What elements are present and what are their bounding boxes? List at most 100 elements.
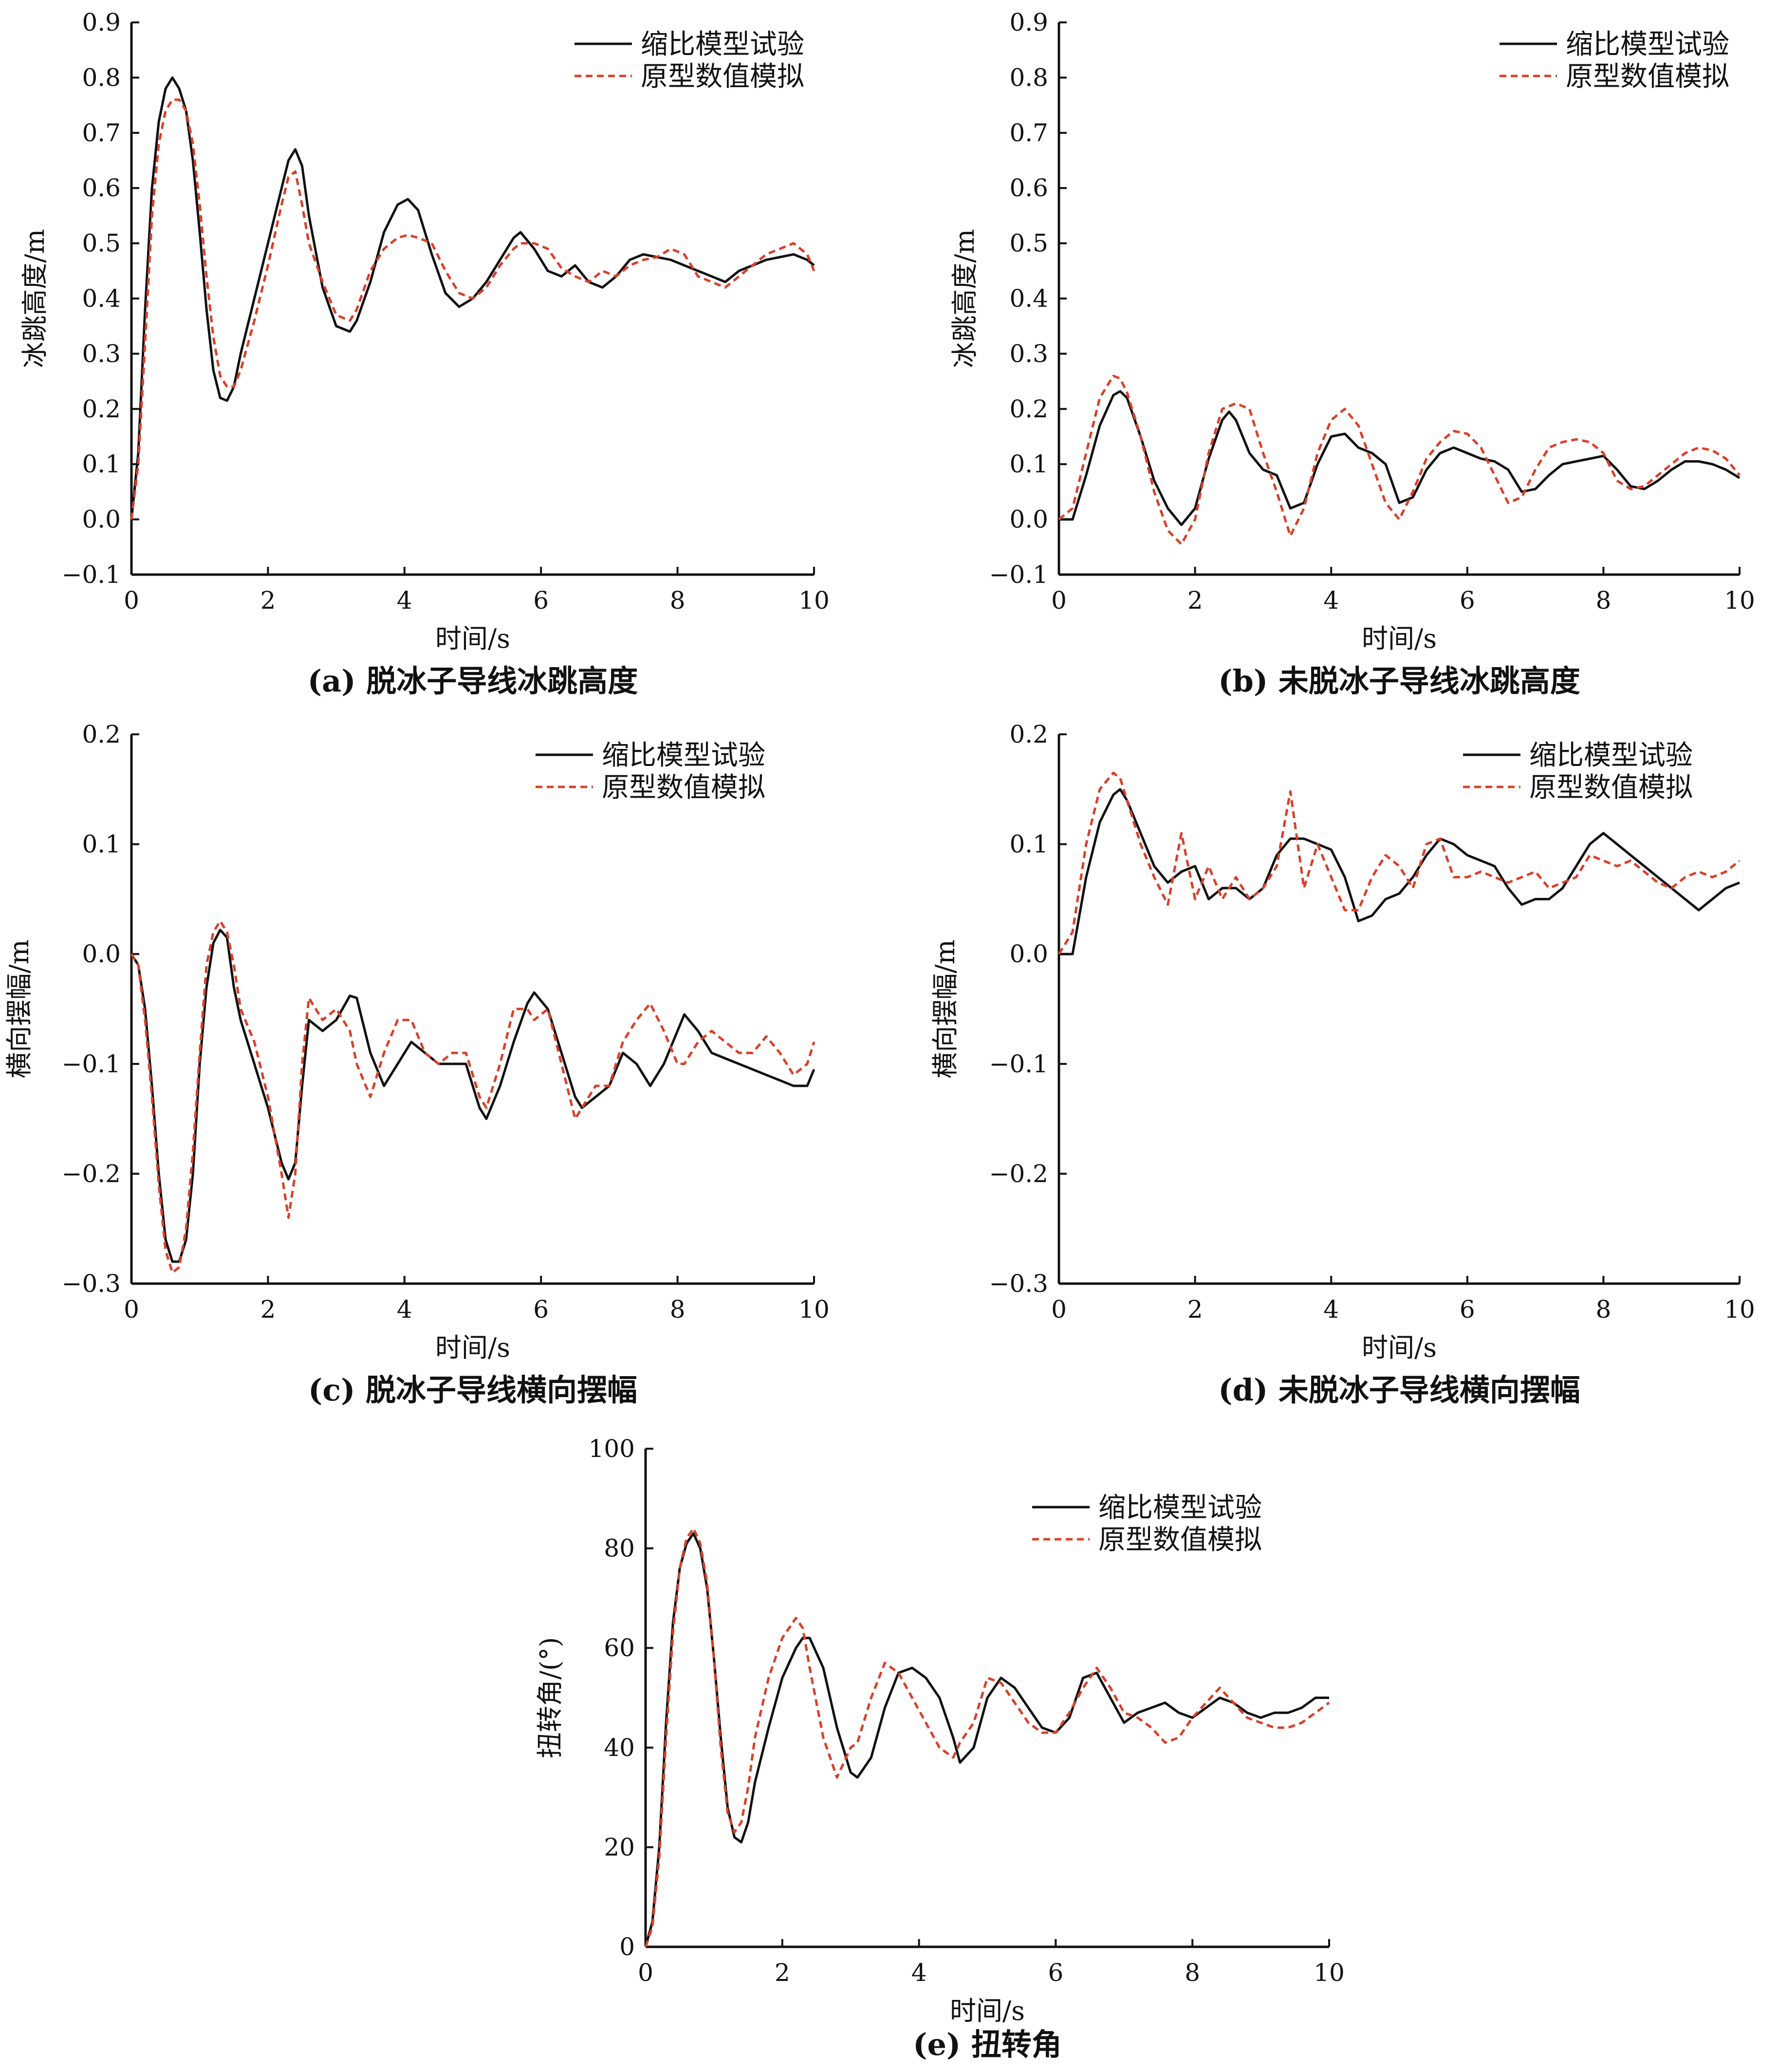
x-tick-label: 10 — [798, 586, 830, 615]
y-tick-label: 60 — [604, 1634, 635, 1662]
x-tick-label: 4 — [911, 1959, 927, 1987]
y-tick-label: 40 — [604, 1734, 635, 1762]
series-line-experiment — [130, 76, 815, 520]
y-tick-label: 0 — [619, 1933, 635, 1961]
x-tick-label: 4 — [1323, 1295, 1339, 1324]
y-tick-label: 0.0 — [82, 505, 121, 534]
x-tick-label: 4 — [397, 586, 412, 615]
y-tick-label: 0.0 — [82, 940, 121, 968]
y-tick-label: 80 — [604, 1534, 635, 1563]
legend-label: 缩比模型试验 — [1529, 740, 1693, 771]
y-tick-label: −0.2 — [62, 1159, 121, 1188]
x-tick-label: 6 — [1048, 1959, 1063, 1987]
y-axis-label: 冰跳高度/m — [949, 229, 980, 368]
chart-panel-d: −0.3 −0.2 −0.1 0.0 0.1 0.2 0 2 4 6 8 10 时间/s 横向摆幅/m (d… — [930, 720, 1755, 1408]
x-tick-label: 10 — [1314, 1959, 1345, 1987]
y-tick-label: 100 — [589, 1435, 635, 1463]
y-tick-label: 0.7 — [1009, 119, 1048, 147]
y-tick-label: 0.1 — [82, 450, 121, 478]
x-tick-label: 10 — [1724, 1295, 1755, 1324]
y-tick-label: −0.1 — [62, 560, 121, 589]
y-tick-label: 0.6 — [1009, 174, 1048, 202]
y-tick-label: 0.5 — [82, 229, 121, 258]
x-tick-label: 6 — [533, 586, 549, 615]
series-line-simulation — [644, 1527, 1330, 1947]
y-axis-label: 横向摆幅/m — [4, 939, 35, 1078]
chart-panel-a: −0.1 0.0 0.1 0.2 0.3 0.4 0.5 0.6 0.7 0.8 0.9 0 2 4 6 8 1… — [19, 8, 830, 699]
x-tick-label: 2 — [775, 1959, 790, 1987]
legend-label: 缩比模型试验 — [1098, 1492, 1262, 1524]
legend-label: 原型数值模拟 — [1529, 772, 1693, 803]
y-tick-label: 0.9 — [82, 8, 121, 37]
series-line-experiment — [130, 929, 815, 1263]
legend-label: 缩比模型试验 — [1566, 29, 1729, 60]
y-tick-label: −0.1 — [989, 560, 1048, 589]
y-tick-label: 0.4 — [82, 284, 121, 313]
x-axis-label: 时间/s — [435, 1332, 510, 1363]
x-tick-label: 8 — [1185, 1959, 1200, 1987]
x-tick-label: 6 — [533, 1295, 549, 1324]
x-axis-label: 时间/s — [1362, 1332, 1437, 1363]
x-tick-label: 2 — [260, 1295, 276, 1324]
y-tick-label: −0.2 — [989, 1159, 1048, 1188]
chart-panel-b: −0.1 0.0 0.1 0.2 0.3 0.4 0.5 0.6 0.7 0.8 0.9 0 2 4 6 8 1… — [949, 8, 1755, 699]
x-tick-label: 8 — [670, 1295, 686, 1324]
x-tick-label: 10 — [798, 1295, 830, 1324]
y-tick-label: 0.0 — [1009, 505, 1048, 534]
y-tick-label: 0.2 — [82, 395, 121, 423]
y-tick-label: 0.9 — [1009, 8, 1048, 37]
x-tick-label: 0 — [124, 1295, 139, 1324]
chart-caption: (a) 脱冰子导线冰跳高度 — [308, 663, 638, 699]
legend-label: 原型数值模拟 — [602, 772, 765, 803]
x-tick-label: 6 — [1460, 586, 1475, 615]
y-axis-label: 扭转角/(°) — [535, 1637, 565, 1758]
x-axis-label: 时间/s — [950, 1996, 1025, 2026]
chart-caption: (b) 未脱冰子导线冰跳高度 — [1218, 663, 1580, 699]
y-tick-label: −0.1 — [62, 1050, 121, 1078]
x-tick-label: 8 — [670, 586, 686, 615]
x-tick-label: 8 — [1595, 586, 1611, 615]
series-line-experiment — [644, 1532, 1329, 1947]
y-tick-label: −0.3 — [62, 1269, 121, 1298]
chart-panel-c: −0.3 −0.2 −0.1 0.0 0.1 0.2 0 2 4 6 8 10 时间/s 横向摆幅/m (c… — [4, 720, 830, 1408]
x-tick-label: 0 — [638, 1959, 653, 1987]
x-tick-label: 2 — [260, 586, 276, 615]
legend-label: 缩比模型试验 — [602, 740, 765, 771]
y-tick-label: 0.7 — [82, 119, 121, 147]
y-tick-label: 0.8 — [1009, 63, 1048, 92]
series-line-experiment — [1059, 390, 1741, 526]
legend-label: 原型数值模拟 — [641, 61, 804, 93]
x-tick-label: 4 — [1323, 586, 1339, 615]
y-tick-label: 0.3 — [82, 339, 121, 368]
x-tick-label: 10 — [1724, 586, 1755, 615]
y-axis-label: 冰跳高度/m — [19, 229, 50, 368]
x-tick-label: 2 — [1187, 1295, 1203, 1324]
y-tick-label: 0.5 — [1009, 229, 1048, 258]
y-tick-label: 0.1 — [1009, 450, 1048, 478]
x-tick-label: 0 — [124, 586, 139, 615]
chart-caption: (c) 脱冰子导线横向摆幅 — [308, 1372, 637, 1408]
x-tick-label: 4 — [397, 1295, 412, 1324]
y-tick-label: 0.2 — [1009, 720, 1048, 748]
y-axis-label: 横向摆幅/m — [930, 939, 961, 1078]
legend-label: 原型数值模拟 — [1098, 1524, 1262, 1556]
chart-caption: (e) 扭转角 — [913, 2027, 1062, 2062]
series-line-simulation — [1058, 374, 1741, 546]
legend-label: 原型数值模拟 — [1566, 61, 1729, 93]
y-tick-label: 0.2 — [1009, 395, 1048, 423]
x-tick-label: 6 — [1460, 1295, 1475, 1324]
series-line-simulation — [130, 98, 815, 520]
y-tick-label: 0.8 — [82, 63, 121, 92]
x-tick-label: 0 — [1051, 586, 1067, 615]
chart-panel-e: 0 20 40 60 80 100 0 2 4 6 8 10 时间/s 扭转角/(°) (e) 扭转角 缩比模… — [535, 1435, 1345, 2062]
y-tick-label: 0.4 — [1009, 284, 1048, 313]
y-tick-label: 0.0 — [1009, 940, 1048, 968]
series-line-simulation — [130, 920, 815, 1274]
y-tick-label: 0.1 — [82, 830, 121, 859]
y-tick-label: 20 — [604, 1833, 635, 1861]
chart-caption: (d) 未脱冰子导线横向摆幅 — [1218, 1372, 1580, 1408]
x-axis-label: 时间/s — [435, 623, 510, 654]
x-tick-label: 0 — [1051, 1295, 1067, 1324]
legend-label: 缩比模型试验 — [641, 29, 804, 60]
